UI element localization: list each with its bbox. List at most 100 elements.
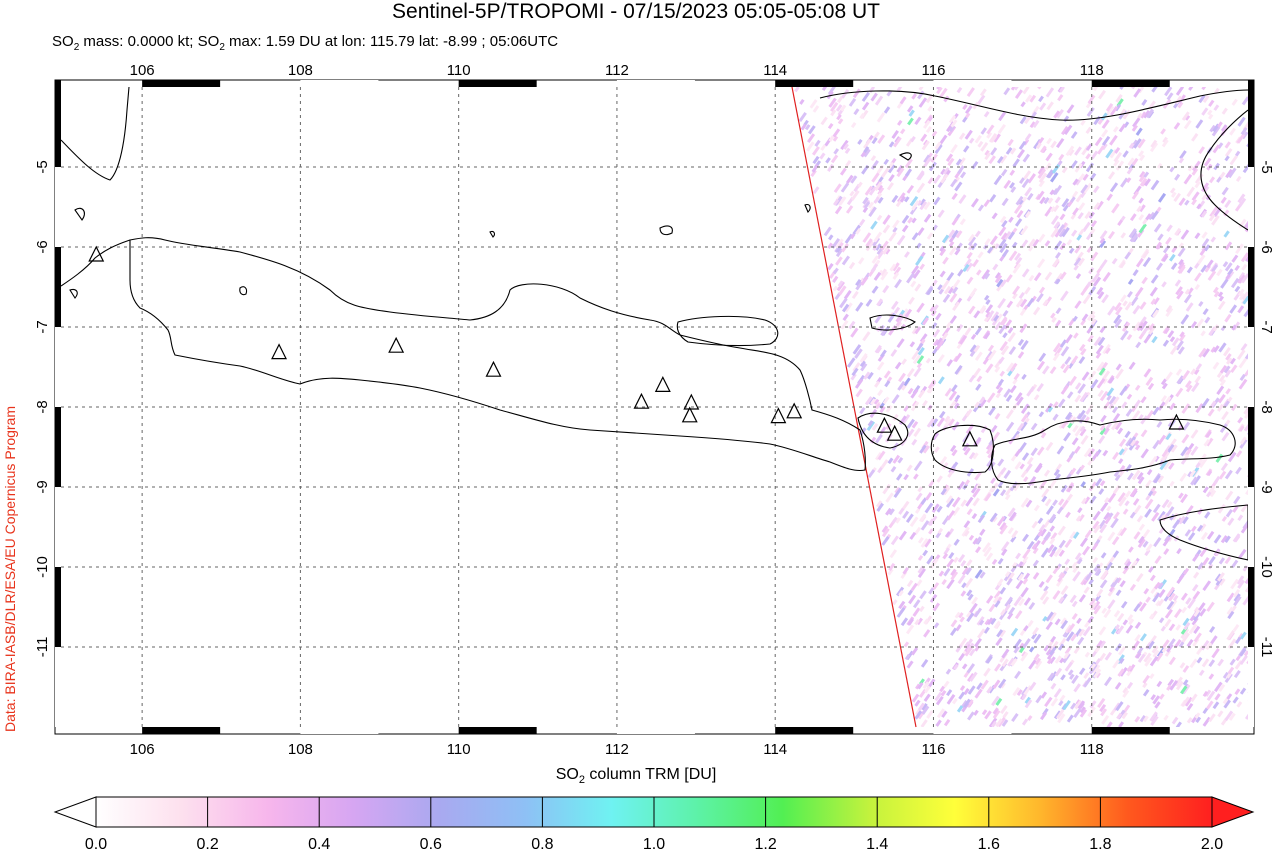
- so2-pixel: [1054, 655, 1062, 664]
- so2-pixel: [1133, 88, 1142, 98]
- so2-pixel: [993, 174, 1003, 186]
- so2-pixel: [887, 568, 894, 576]
- so2-pixel: [1101, 714, 1110, 725]
- so2-pixel: [1083, 586, 1090, 594]
- so2-pixel: [1140, 396, 1147, 404]
- so2-pixel: [1037, 517, 1044, 524]
- so2-pixel: [848, 97, 857, 107]
- triangle-icon: [633, 392, 650, 409]
- so2-pixel: [1195, 119, 1204, 129]
- so2-pixel: [885, 492, 894, 503]
- so2-pixel: [1239, 687, 1247, 695]
- so2-pixel: [1126, 472, 1134, 481]
- so2-pixel: [1041, 488, 1050, 499]
- so2-pixel: [1189, 469, 1196, 478]
- so2-pixel: [946, 510, 956, 521]
- so2-pixel: [1145, 410, 1154, 421]
- so2-pixel: [1045, 441, 1054, 452]
- so2-pixel: [907, 589, 913, 596]
- so2-pixel: [993, 590, 1002, 600]
- so2-pixel: [948, 241, 955, 248]
- so2-pixel: [1118, 721, 1125, 727]
- so2-pixel: [1010, 147, 1017, 155]
- so2-pixel: [1085, 153, 1091, 160]
- so2-pixel: [1088, 663, 1098, 675]
- so2-pixel: [1194, 712, 1201, 719]
- so2-pixel: [833, 148, 840, 155]
- so2-pixel: [1114, 474, 1121, 482]
- so2-pixel: [907, 387, 914, 395]
- so2-pixel: [1165, 305, 1173, 313]
- so2-pixel: [913, 367, 922, 378]
- so2-pixel: [1001, 648, 1010, 659]
- so2-pixel: [1195, 318, 1205, 329]
- so2-pixel: [1055, 463, 1063, 472]
- so2-pixel: [1019, 116, 1027, 125]
- so2-pixel: [1111, 421, 1119, 431]
- so2-pixel: [1129, 583, 1136, 591]
- so2-pixel: [1126, 167, 1133, 175]
- so2-pixel: [1022, 548, 1031, 559]
- so2-pixel: [1050, 640, 1059, 652]
- so2-pixel: [1052, 204, 1060, 213]
- so2-pixel: [1032, 572, 1040, 580]
- so2-pixel: [975, 546, 982, 554]
- so2-pixel: [1003, 231, 1012, 241]
- triangle-icon: [876, 416, 893, 433]
- so2-pixel: [1233, 595, 1242, 607]
- so2-pixel: [1149, 655, 1159, 667]
- so2-pixel: [857, 139, 863, 145]
- so2-pixel: [1010, 627, 1019, 637]
- so2-pixel: [1229, 357, 1236, 365]
- so2-pixel: [954, 352, 963, 363]
- so2-pixel: [1019, 323, 1028, 334]
- so2-pixel: [1134, 634, 1141, 642]
- so2-pixel: [1099, 579, 1108, 589]
- x-tick-label-bottom: 114: [763, 741, 787, 758]
- so2-pixel: [1028, 646, 1035, 653]
- so2-pixel: [895, 320, 901, 327]
- so2-pixel: [927, 177, 934, 185]
- so2-pixel: [1207, 408, 1215, 417]
- so2-pixel: [979, 528, 986, 536]
- so2-pixel: [957, 165, 965, 175]
- so2-pixel: [1149, 142, 1159, 153]
- so2-pixel: [901, 224, 909, 233]
- so2-pixel: [924, 538, 932, 548]
- so2-pixel: [1092, 556, 1099, 564]
- so2-pixel: [1107, 171, 1116, 180]
- so2-pixel: [911, 647, 919, 656]
- so2-pixel: [1223, 400, 1230, 408]
- so2-pixel: [850, 373, 857, 381]
- so2-pixel: [1139, 320, 1148, 332]
- so2-pixel: [983, 111, 990, 118]
- so2-pixel: [1193, 611, 1202, 622]
- so2-pixel: [1067, 669, 1074, 676]
- so2-pixel: [830, 101, 839, 112]
- so2-pixel: [1096, 145, 1105, 155]
- so2-pixel: [1218, 557, 1226, 565]
- so2-pixel: [1080, 348, 1087, 356]
- so2-pixel: [1084, 651, 1091, 658]
- so2-pixel: [1132, 304, 1141, 315]
- so2-pixel: [996, 278, 1004, 288]
- so2-pixel: [1175, 624, 1182, 631]
- so2-pixel: [1050, 215, 1060, 225]
- so2-pixel: [961, 566, 970, 576]
- colorbar-tick-label: 1.2: [754, 836, 776, 853]
- so2-pixel: [1171, 337, 1180, 347]
- so2-pixel: [997, 458, 1005, 467]
- so2-pixel: [960, 590, 967, 597]
- so2-pixel: [870, 92, 878, 102]
- so2-pixel: [992, 709, 1001, 719]
- so2-pixel: [1099, 652, 1107, 661]
- so2-pixel: [1223, 209, 1230, 217]
- so2-pixel: [950, 119, 958, 128]
- so2-pixel: [1217, 710, 1224, 718]
- so2-pixel: [951, 229, 959, 239]
- so2-pixel: [1014, 218, 1023, 227]
- so2-pixel: [1056, 272, 1064, 281]
- so2-pixel: [850, 190, 860, 201]
- so2-pixel: [1085, 126, 1092, 134]
